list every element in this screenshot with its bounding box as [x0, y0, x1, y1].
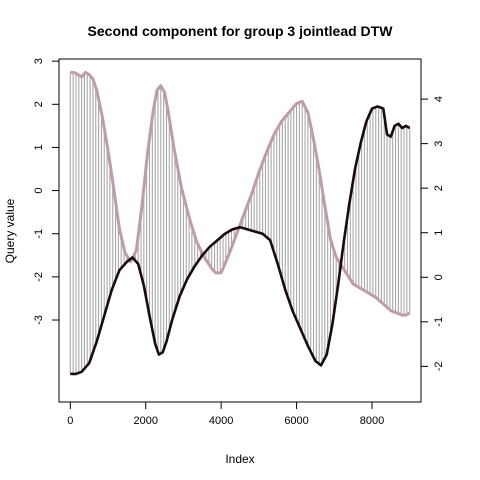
x-tick-label: 8000 [360, 415, 384, 427]
y-right-tick-label: 2 [433, 185, 445, 191]
reference-series-line [70, 70, 411, 317]
x-tick-label: 6000 [284, 415, 308, 427]
y-left-tick-label: 0 [33, 188, 45, 194]
y-axis-label: Query value [3, 198, 17, 263]
y-right-tick-label: 1 [433, 230, 445, 236]
query-series-line [70, 105, 411, 376]
plot-frame [58, 58, 422, 403]
y-right-tick-label: 3 [433, 141, 445, 147]
y-left-tick-label: 2 [33, 101, 45, 107]
y-right-tick-label: -1 [433, 317, 445, 327]
y-right-tick-label: -2 [433, 361, 445, 371]
y-left-tick-label: -2 [33, 272, 45, 282]
y-right-tick-label: 4 [433, 96, 445, 102]
series-lines [70, 70, 411, 376]
x-tick-label: 4000 [209, 415, 233, 427]
y-left-tick-label: -3 [33, 315, 45, 325]
x-tick-label: 0 [67, 415, 73, 427]
y-left-tick-label: 1 [33, 144, 45, 150]
x-axis-label: Index [225, 452, 254, 466]
x-tick-label: 2000 [133, 415, 157, 427]
x-axis: 0 2000 4000 6000 8000 [67, 401, 384, 427]
chart-title: Second component for group 3 jointlead D… [88, 23, 394, 39]
y-left-tick-label: 3 [33, 58, 45, 64]
y-axis-left: -3 -2 -1 0 1 2 3 [33, 58, 60, 325]
alignment-lines [69, 72, 411, 374]
y-left-tick-label: -1 [33, 229, 45, 239]
y-right-tick-label: 0 [433, 274, 445, 280]
y-axis-right: -2 -1 0 1 2 3 4 [420, 96, 445, 371]
